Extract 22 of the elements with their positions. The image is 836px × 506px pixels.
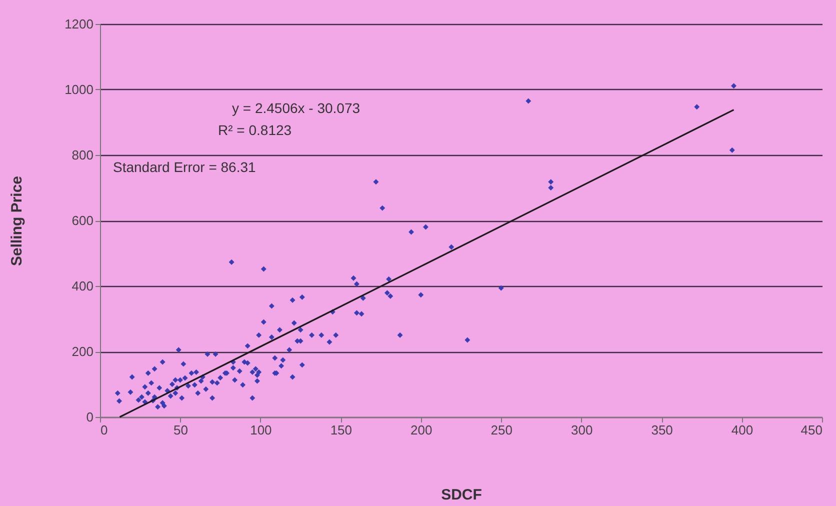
y-axis-title: Selling Price — [8, 176, 26, 266]
y-tick-label: 1200 — [64, 16, 94, 32]
y-tick-label: 200 — [72, 344, 94, 359]
x-tick-label: 200 — [410, 422, 432, 438]
y-tick-label: 600 — [72, 213, 94, 228]
x-tick-label: 150 — [330, 422, 352, 438]
x-tick-label: 400 — [731, 422, 754, 438]
y-tick-label: 1000 — [64, 82, 94, 97]
x-tick-label: 350 — [651, 422, 673, 438]
x-tick-label: 0 — [100, 422, 108, 438]
y-tick-label: 400 — [72, 278, 94, 294]
annotation: y = 2.4506x - 30.073 — [232, 100, 360, 116]
x-tick-label: 50 — [173, 422, 188, 438]
x-tick-label: 100 — [250, 422, 272, 438]
x-tick-label: 250 — [490, 422, 512, 438]
annotation: R² = 0.8123 — [218, 122, 292, 138]
y-tick-label: 0 — [86, 410, 94, 424]
x-axis-title: SDCF — [441, 486, 482, 504]
y-tick-label: 800 — [72, 148, 94, 162]
x-tick-label: 300 — [570, 422, 593, 438]
annotation: Standard Error = 86.31 — [113, 159, 256, 175]
x-tick-label: 450 — [800, 422, 822, 438]
